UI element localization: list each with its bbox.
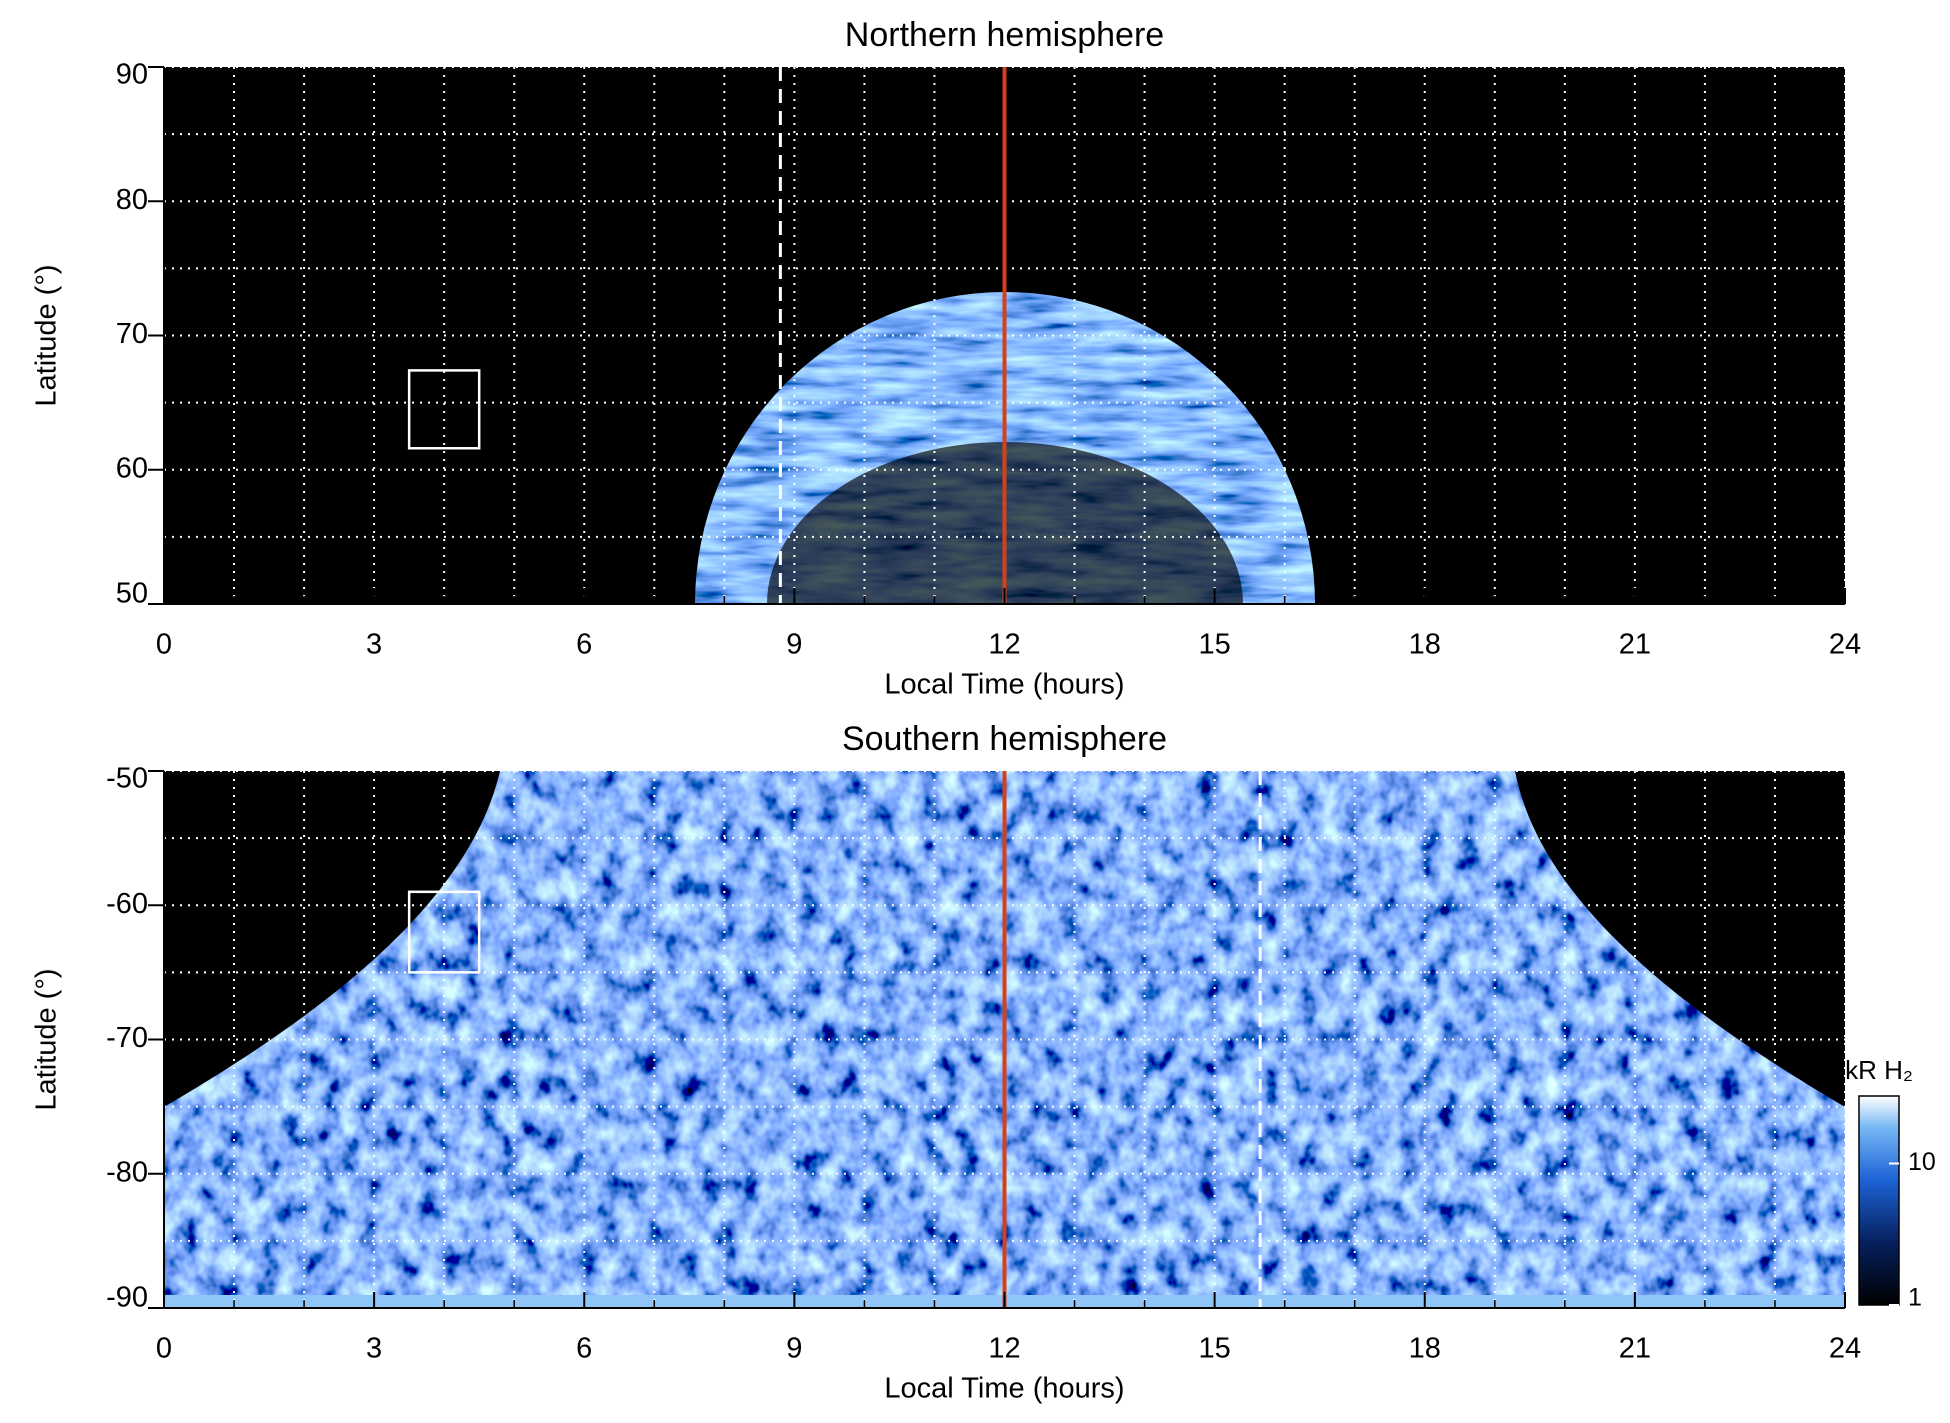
x-tick-label: 0	[156, 1333, 172, 1365]
y-tick-label: -80	[106, 1156, 148, 1188]
y-tick-label: -70	[106, 1022, 148, 1054]
x-tick-label: 6	[576, 1333, 592, 1365]
x-tick-label: 24	[1829, 629, 1861, 661]
y-tick-label: -90	[106, 1282, 148, 1314]
y-axis-label: Latitude (°)	[31, 968, 63, 1110]
chart-title: Southern hemisphere	[842, 720, 1167, 758]
x-tick-label: 9	[786, 629, 802, 661]
y-tick-label: 50	[116, 578, 148, 610]
x-tick-label: 21	[1619, 1333, 1651, 1365]
x-tick-label: 15	[1198, 629, 1230, 661]
x-tick-label: 15	[1198, 1333, 1230, 1365]
region-box	[407, 890, 481, 974]
colorbar	[1858, 1095, 1900, 1306]
y-tick-label: 70	[116, 318, 148, 350]
chart-title: Northern hemisphere	[845, 16, 1164, 54]
x-tick-label: 18	[1409, 629, 1441, 661]
y-axis-label: Latitude (°)	[31, 264, 63, 406]
x-axis-label: Local Time (hours)	[884, 669, 1124, 701]
x-tick-label: 6	[576, 629, 592, 661]
x-tick-label: 18	[1409, 1333, 1441, 1365]
colorbar-tick-label: 1	[1908, 1284, 1922, 1312]
y-tick-label: 60	[116, 452, 148, 484]
x-tick-label: 12	[988, 629, 1020, 661]
x-tick-label: 3	[366, 629, 382, 661]
y-tick-label: 80	[116, 184, 148, 216]
colorbar-label: kR H₂	[1845, 1055, 1913, 1085]
x-tick-label: 3	[366, 1333, 382, 1365]
y-tick-label: -50	[106, 763, 148, 795]
x-tick-label: 21	[1619, 629, 1651, 661]
y-tick-label: -60	[106, 888, 148, 920]
x-tick-label: 24	[1829, 1333, 1861, 1365]
x-tick-label: 9	[786, 1333, 802, 1365]
y-tick-label: 90	[116, 59, 148, 91]
x-tick-label: 0	[156, 629, 172, 661]
x-axis-label: Local Time (hours)	[884, 1373, 1124, 1405]
x-tick-label: 12	[988, 1333, 1020, 1365]
region-box	[407, 369, 481, 450]
colorbar-tick-label: 10	[1908, 1148, 1936, 1176]
